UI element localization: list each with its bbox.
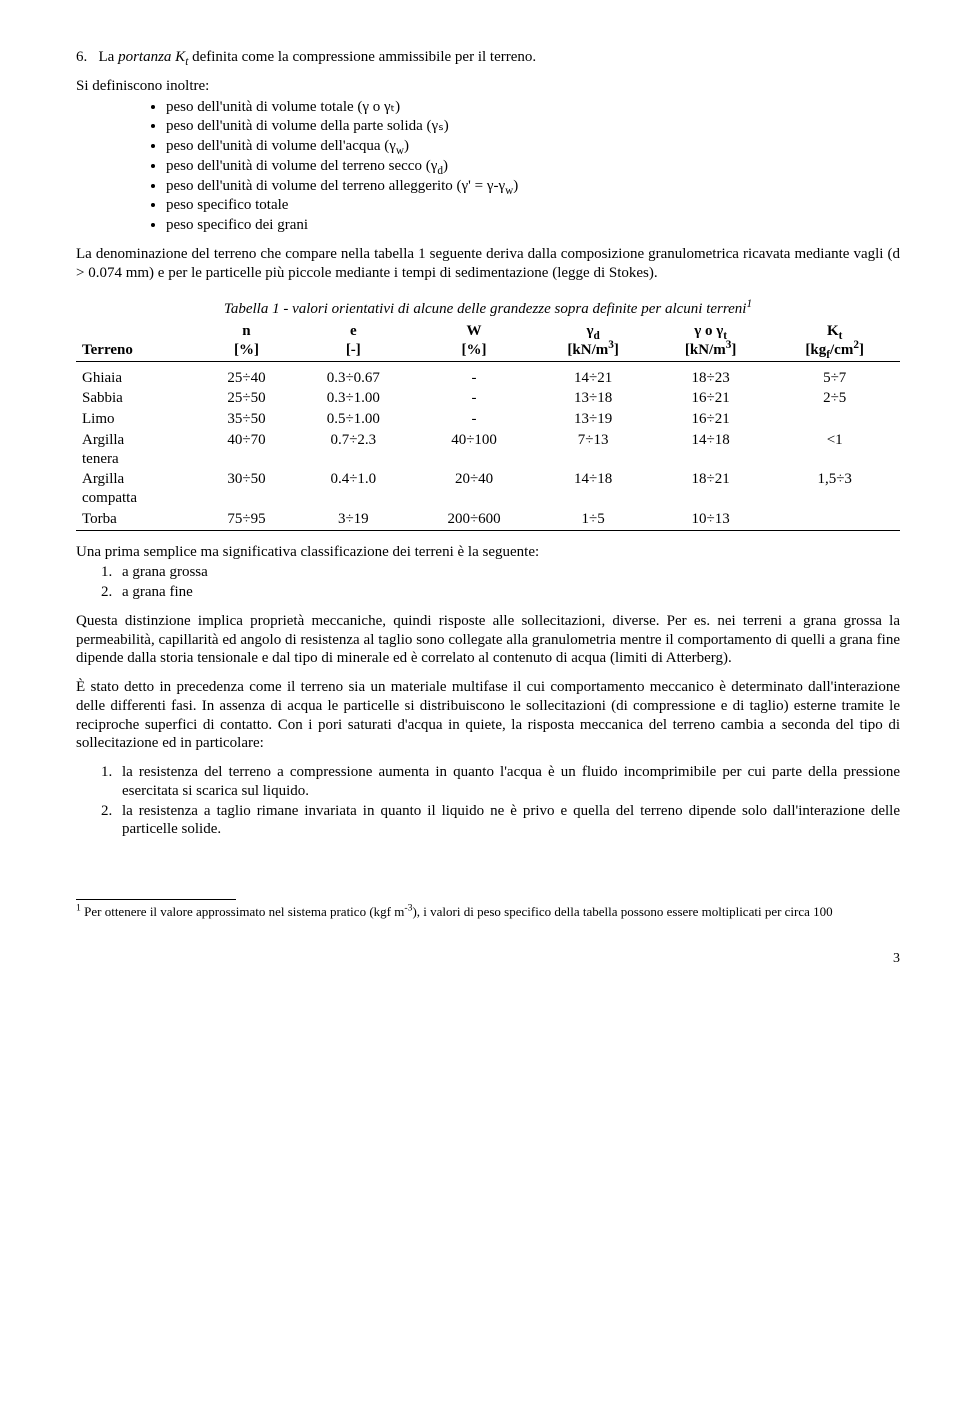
item-6-number: 6. — [76, 49, 87, 65]
table-row: Sabbia25÷500.3÷1.00-13÷1816÷212÷5 — [76, 388, 900, 409]
behavior-list: la resistenza del terreno a compressione… — [116, 763, 900, 839]
list-item: la resistenza a taglio rimane invariata … — [116, 802, 900, 840]
list-item: peso dell'unità di volume del terreno se… — [166, 157, 900, 176]
list-item: peso specifico totale — [166, 196, 900, 215]
list-item: peso dell'unità di volume del terreno al… — [166, 177, 900, 196]
definitions-list: peso dell'unità di volume totale (γ o γₜ… — [166, 98, 900, 235]
footnote-rule — [76, 899, 236, 900]
table-row: Argillatenera40÷700.7÷2.340÷1007÷1314÷18… — [76, 430, 900, 470]
col-head-terreno: Terreno — [76, 321, 200, 361]
definitions-intro: Si definiscono inoltre: — [76, 77, 900, 96]
item-6-line: 6. La portanza Kt definita come la compr… — [76, 48, 900, 67]
list-item: peso dell'unità di volume totale (γ o γₜ… — [166, 98, 900, 117]
classification-list: a grana grossa a grana fine — [116, 563, 900, 602]
table-row: Ghiaia25÷400.3÷0.67-14÷2118÷235÷7 — [76, 368, 900, 389]
item-6-text-b: portanza K — [118, 49, 185, 65]
col-head: n[%] — [200, 321, 293, 361]
table-row: Torba 75÷95 3÷19 200÷600 1÷5 10÷13 — [76, 509, 900, 530]
list-item: peso dell'unità di volume della parte so… — [166, 117, 900, 136]
table-caption: Tabella 1 - valori orientativi di alcune… — [76, 300, 900, 319]
list-item: peso dell'unità di volume dell'acqua (γw… — [166, 137, 900, 156]
col-head: Kt[kgf/cm2] — [769, 321, 900, 361]
col-head: γ o γt[kN/m3] — [652, 321, 769, 361]
list-item: a grana grossa — [116, 563, 900, 582]
col-head: e[-] — [293, 321, 414, 361]
table-row: Argillacompatta30÷500.4÷1.020÷4014÷1818÷… — [76, 469, 900, 509]
item-6-text-c: definita come la compressione ammissibil… — [188, 49, 536, 65]
paragraph-2: Una prima semplice ma significativa clas… — [76, 543, 900, 562]
list-item: peso specifico dei grani — [166, 216, 900, 235]
col-head: γd[kN/m3] — [534, 321, 651, 361]
soil-properties-table: Terreno n[%] e[-] W[%] γd[kN/m3] γ o γt[… — [76, 321, 900, 531]
table-row: Limo35÷500.5÷1.00-13÷1916÷21 — [76, 409, 900, 430]
item-6-text-a: La — [99, 49, 119, 65]
list-item: la resistenza del terreno a compressione… — [116, 763, 900, 801]
paragraph-1: La denominazione del terreno che compare… — [76, 245, 900, 283]
list-item: a grana fine — [116, 583, 900, 602]
page-number: 3 — [76, 950, 900, 968]
paragraph-4: È stato detto in precedenza come il terr… — [76, 678, 900, 753]
paragraph-3: Questa distinzione implica proprietà mec… — [76, 612, 900, 668]
footnote-1: 1 Per ottenere il valore approssimato ne… — [76, 904, 900, 920]
col-head: W[%] — [414, 321, 535, 361]
